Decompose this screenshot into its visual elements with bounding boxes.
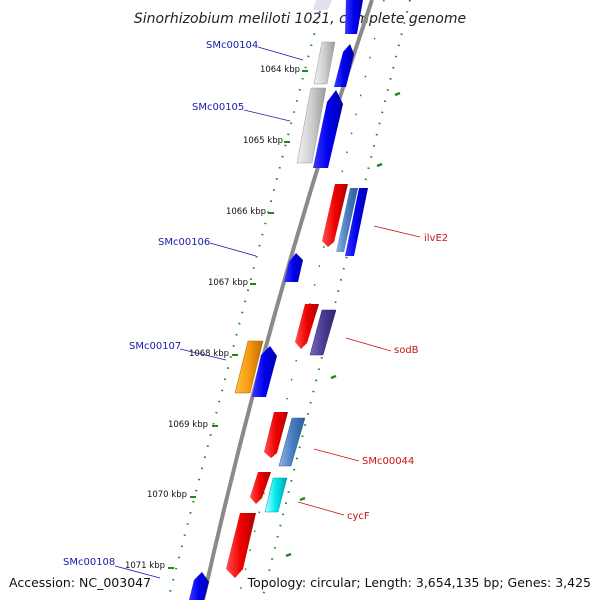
gene-arrow bbox=[313, 0, 332, 10]
kbp-label: 1065 kbp bbox=[243, 136, 283, 146]
label-leader-line bbox=[114, 565, 161, 579]
genome-backbone bbox=[201, 0, 374, 600]
label-leader-line bbox=[209, 242, 257, 257]
kbp-label: 1067 kbp bbox=[208, 278, 248, 288]
kbp-label: 1069 kbp bbox=[168, 420, 208, 430]
label-leader-line bbox=[257, 46, 304, 61]
gene-label-smc00104[interactable]: SMc00104 bbox=[206, 40, 258, 51]
gene-label-smc00107[interactable]: SMc00107 bbox=[129, 341, 181, 352]
gene-arrow bbox=[264, 412, 288, 458]
gene-block bbox=[264, 477, 288, 513]
gc-mark bbox=[394, 91, 401, 97]
topology-text: Topology: circular; Length: 3,654,135 bp… bbox=[247, 575, 591, 590]
gene-block bbox=[278, 417, 306, 467]
gene-block bbox=[336, 188, 358, 252]
gc-mark bbox=[285, 552, 292, 558]
label-leader-line bbox=[179, 348, 227, 361]
gc-mark bbox=[299, 496, 306, 502]
gc-mark bbox=[330, 374, 337, 380]
gene-label-smc00044[interactable]: SMc00044 bbox=[362, 456, 414, 467]
gc-track-inner-left bbox=[167, 0, 324, 600]
genes-strand-right bbox=[226, 184, 368, 578]
gene-block bbox=[309, 309, 337, 356]
gene-block bbox=[345, 188, 368, 256]
gene-label-sodb[interactable]: sodB bbox=[394, 345, 419, 356]
gene-arrow bbox=[334, 44, 354, 87]
gene-block bbox=[296, 87, 327, 164]
gene-top-context bbox=[313, 0, 363, 34]
gene-arrow bbox=[313, 90, 343, 168]
gene-arrow bbox=[189, 572, 209, 600]
accession-text: Accession: NC_003047 bbox=[9, 575, 151, 590]
gene-arrow bbox=[252, 346, 277, 397]
gene-arrow bbox=[295, 304, 319, 349]
kbp-label: 1066 kbp bbox=[226, 207, 266, 217]
gc-skew-tracks bbox=[167, 0, 411, 600]
gene-label-cycf[interactable]: cycF bbox=[347, 511, 370, 522]
label-leader-line bbox=[313, 448, 360, 462]
gene-labels-left: SMc00104 SMc00105 SMc00106 SMc00107 SMc0… bbox=[63, 40, 304, 579]
label-leader-line bbox=[297, 501, 345, 516]
gene-labels-right: ilvE2 sodB SMc00044 cycF bbox=[297, 225, 448, 522]
gene-arrow bbox=[345, 0, 363, 34]
kbp-label: 1068 kbp bbox=[189, 349, 229, 359]
kbp-label: 1070 kbp bbox=[147, 490, 187, 500]
kbp-label: 1071 kbp bbox=[125, 561, 165, 571]
kbp-label: 1064 kbp bbox=[260, 65, 300, 75]
gene-block bbox=[234, 340, 264, 394]
kbp-scale: 1064 kbp 1065 kbp 1066 kbp 1067 kbp 1068… bbox=[125, 65, 308, 571]
gc-mark bbox=[376, 162, 383, 168]
gene-label-smc00105[interactable]: SMc00105 bbox=[192, 102, 244, 113]
label-leader-line bbox=[243, 109, 291, 122]
gene-label-smc00108[interactable]: SMc00108 bbox=[63, 557, 115, 568]
gene-arrow bbox=[284, 253, 303, 282]
label-leader-line bbox=[373, 225, 421, 238]
map-title: Sinorhizobium meliloti 1021, complete ge… bbox=[134, 11, 466, 27]
gene-block bbox=[313, 41, 336, 85]
gene-arrow bbox=[226, 513, 256, 578]
genes-strand-left bbox=[189, 41, 354, 600]
label-leader-line bbox=[345, 337, 392, 352]
gene-arrow bbox=[322, 184, 348, 247]
gene-arrow bbox=[250, 472, 271, 504]
gene-label-ilve2[interactable]: ilvE2 bbox=[424, 233, 448, 244]
gene-label-smc00106[interactable]: SMc00106 bbox=[158, 237, 210, 248]
